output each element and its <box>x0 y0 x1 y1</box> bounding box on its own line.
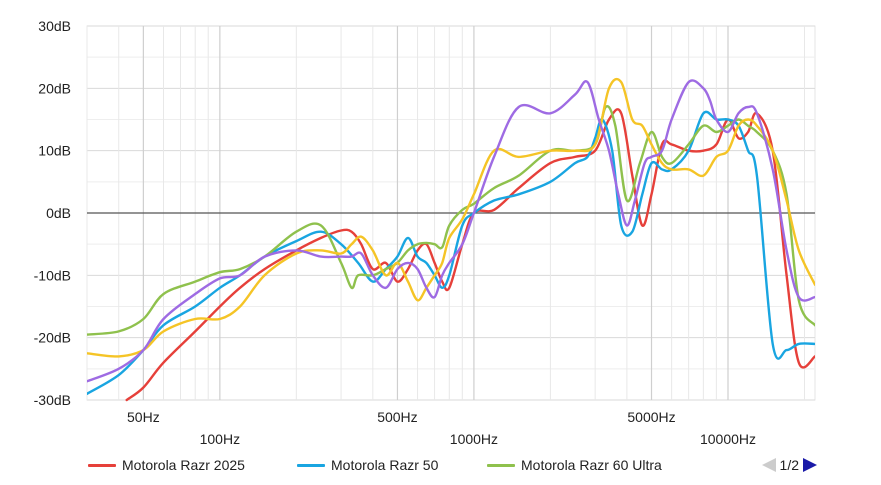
y-tick-label: 10dB <box>38 143 71 159</box>
prev-page-icon[interactable] <box>761 458 776 472</box>
legend-page-indicator: 1/2 <box>779 457 799 473</box>
y-tick-label: -20dB <box>34 330 71 346</box>
legend-item-razr-50[interactable]: Motorola Razr 50 <box>297 452 438 478</box>
series-line-motorola-razr-50 <box>87 110 815 395</box>
x-axis-labels: 50Hz 500Hz 5000Hz 100Hz 1000Hz 10000Hz <box>127 409 756 447</box>
legend-item-razr-60-ultra[interactable]: Motorola Razr 60 Ultra <box>487 452 662 478</box>
series-line-motorola-razr-50-2 <box>87 79 815 383</box>
x-tick-label: 1000Hz <box>450 431 498 447</box>
y-tick-label: -10dB <box>34 267 71 283</box>
x-tick-label: 100Hz <box>200 431 240 447</box>
y-tick-label: 30dB <box>38 18 71 34</box>
y-axis-labels: 30dB 20dB 10dB 0dB -10dB -20dB -30dB <box>34 18 71 408</box>
legend-swatch <box>297 463 325 467</box>
x-tick-label: 500Hz <box>377 409 417 425</box>
series-line-motorola-razr-2025 <box>125 108 815 402</box>
series-line-motorola-razr-60-ultra <box>87 105 815 336</box>
x-tick-label: 50Hz <box>127 409 160 425</box>
legend-item-razr-2025[interactable]: Motorola Razr 2025 <box>88 452 245 478</box>
legend: Motorola Razr 2025 Motorola Razr 50 Moto… <box>0 452 881 478</box>
legend-swatch <box>88 463 116 467</box>
y-tick-label: -30dB <box>34 392 71 408</box>
legend-label: Motorola Razr 60 Ultra <box>521 457 662 473</box>
legend-pager: 1/2 <box>761 452 817 478</box>
series-line-motorola-razr-2025-2 <box>87 77 815 358</box>
legend-label: Motorola Razr 2025 <box>122 457 245 473</box>
y-tick-label: 0dB <box>46 205 71 221</box>
series-lines <box>87 77 815 402</box>
legend-swatch <box>487 463 515 467</box>
y-tick-label: 20dB <box>38 80 71 96</box>
legend-label: Motorola Razr 50 <box>331 457 439 473</box>
next-page-icon[interactable] <box>803 458 817 472</box>
x-tick-label: 10000Hz <box>700 431 756 447</box>
x-tick-label: 5000Hz <box>627 409 675 425</box>
